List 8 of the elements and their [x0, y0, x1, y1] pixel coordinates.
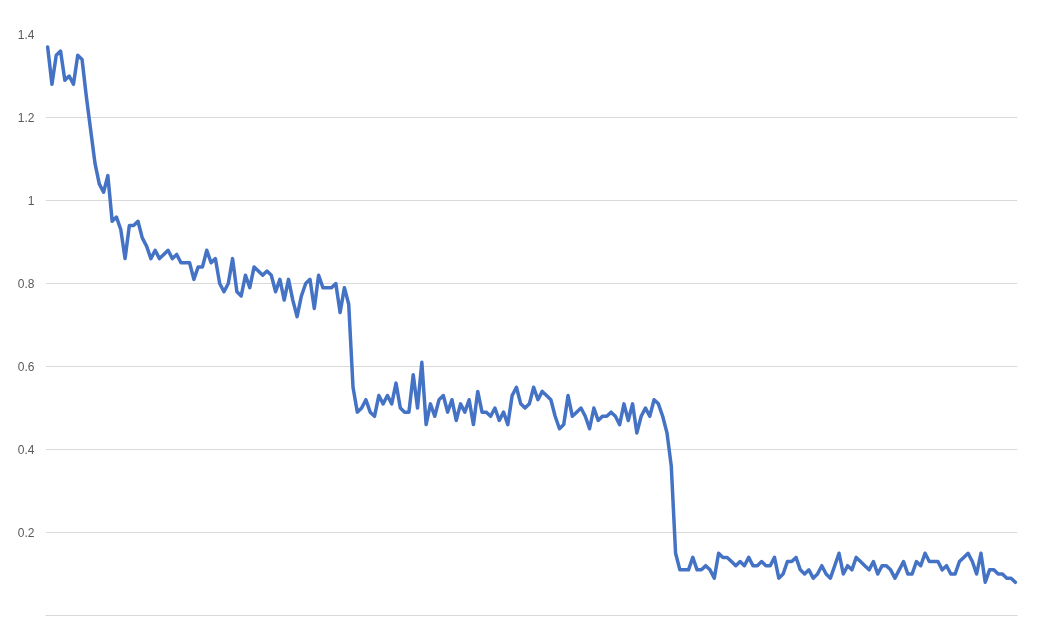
line-series — [45, 45, 1018, 585]
y-tick-label: 0.8 — [17, 277, 35, 291]
y-tick-label: 1 — [27, 194, 35, 208]
y-tick-label: 1.2 — [17, 111, 35, 125]
y-tick-label: 0.4 — [17, 443, 35, 457]
y-tick-label: 0.6 — [17, 360, 35, 374]
y-tick-label: 1.4 — [17, 28, 35, 42]
y-tick-label: 0.2 — [17, 526, 35, 540]
